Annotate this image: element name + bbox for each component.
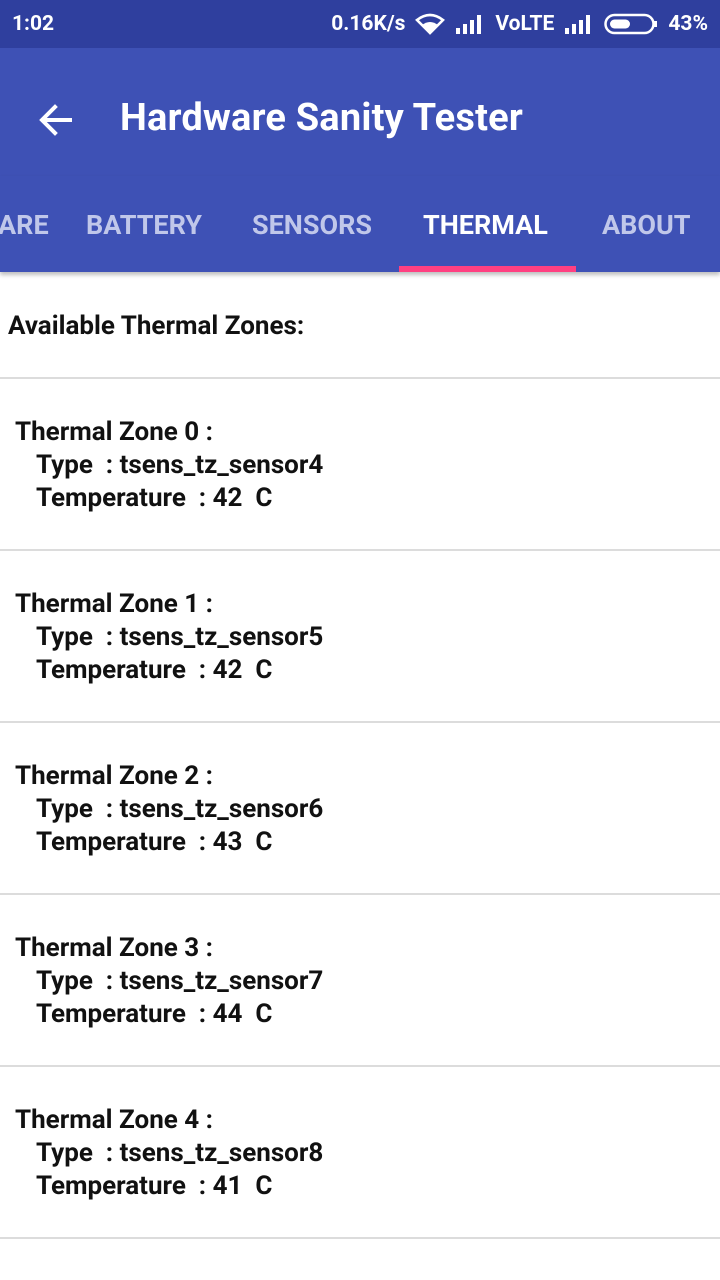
arrow-left-icon — [39, 104, 72, 136]
zone-title: Thermal Zone 0 : — [15, 417, 213, 447]
list-item: Thermal Zone 4 : Type : tsens_tz_sensor8… — [0, 1067, 720, 1239]
zone-type: Type : tsens_tz_sensor4 — [36, 450, 324, 480]
zone-title: Thermal Zone 4 : — [15, 1105, 213, 1135]
tab-battery[interactable]: BATTERY — [86, 209, 202, 241]
signal-icon-2 — [564, 14, 594, 34]
zone-type: Type : tsens_tz_sensor7 — [36, 966, 324, 996]
tab-sensors[interactable]: SENSORS — [252, 209, 373, 241]
zone-title: Thermal Zone 3 : — [15, 933, 213, 963]
section-heading: Available Thermal Zones: — [0, 272, 720, 379]
zone-title: Thermal Zone 2 : — [15, 761, 213, 791]
signal-icon — [455, 14, 485, 34]
list-item: Thermal Zone 0 : Type : tsens_tz_sensor4… — [0, 379, 720, 551]
network-speed: 0.16K/s — [331, 12, 406, 36]
status-indicators: 0.16K/s VoLTE — [331, 12, 708, 36]
tab-thermal[interactable]: THERMAL — [423, 209, 548, 241]
zone-type: Type : tsens_tz_sensor6 — [36, 794, 324, 824]
status-bar: 1:02 0.16K/s VoLTE — [0, 0, 720, 48]
tab-hardware[interactable]: ARE — [0, 209, 49, 241]
battery-icon — [604, 13, 658, 35]
network-type: VoLTE — [495, 12, 555, 36]
back-button[interactable] — [36, 100, 76, 140]
tab-bar: ARE BATTERY SENSORS THERMAL ABOUT — [0, 176, 720, 272]
app-bar: Hardware Sanity Tester — [0, 48, 720, 176]
zone-temperature: Temperature : 42 C — [36, 655, 273, 685]
zone-type: Type : tsens_tz_sensor5 — [36, 622, 324, 652]
thermal-content: Available Thermal Zones: Thermal Zone 0 … — [0, 272, 720, 1239]
zone-type: Type : tsens_tz_sensor8 — [36, 1138, 324, 1168]
zone-title: Thermal Zone 1 : — [15, 589, 213, 619]
zone-temperature: Temperature : 41 C — [36, 1171, 273, 1201]
status-time: 1:02 — [12, 12, 55, 36]
list-item: Thermal Zone 1 : Type : tsens_tz_sensor5… — [0, 551, 720, 723]
list-item: Thermal Zone 2 : Type : tsens_tz_sensor6… — [0, 723, 720, 895]
battery-percent: 43% — [668, 12, 708, 36]
wifi-icon — [415, 13, 446, 35]
zone-temperature: Temperature : 44 C — [36, 999, 273, 1029]
zone-temperature: Temperature : 42 C — [36, 483, 273, 513]
list-item: Thermal Zone 3 : Type : tsens_tz_sensor7… — [0, 895, 720, 1067]
tab-about[interactable]: ABOUT — [602, 209, 691, 241]
app-title: Hardware Sanity Tester — [120, 96, 523, 140]
tab-indicator — [399, 266, 576, 272]
zone-temperature: Temperature : 43 C — [36, 827, 273, 857]
